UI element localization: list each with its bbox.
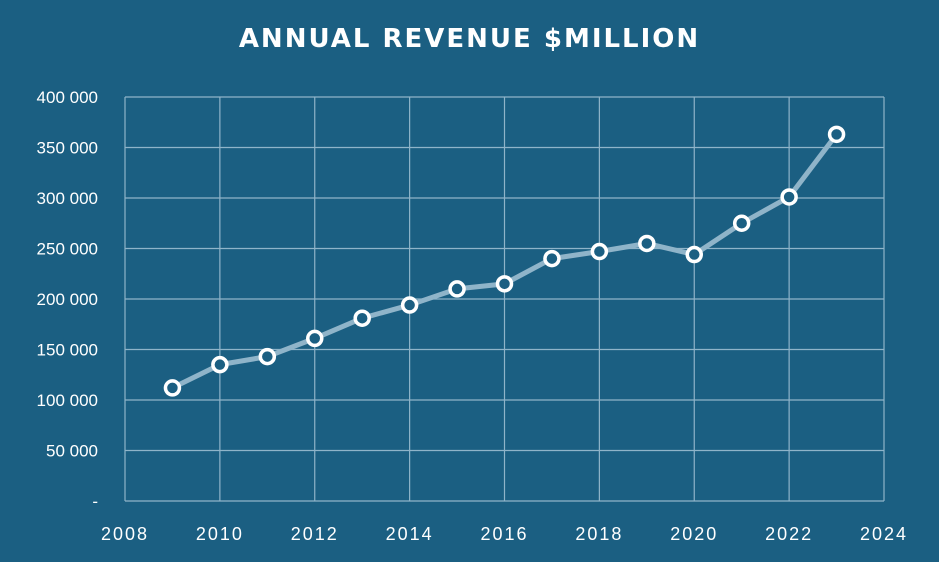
y-tick-label: 200 000 (37, 290, 98, 309)
x-tick-label: 2008 (101, 524, 149, 544)
data-point (448, 280, 466, 298)
data-point (732, 214, 751, 232)
y-tick-label: 100 000 (37, 391, 98, 410)
data-point (827, 125, 846, 144)
y-tick-label: - (92, 492, 98, 511)
y-tick-label: 50 000 (46, 442, 98, 461)
data-point (353, 309, 371, 327)
x-axis-tick-labels: 2008 2010 2012 2014 2016 2018 2020 2022 2024 (101, 524, 908, 544)
data-point (590, 242, 609, 261)
data-point (306, 329, 324, 348)
x-tick-label: 2018 (575, 524, 623, 544)
data-points (163, 125, 846, 397)
data-point (638, 234, 656, 253)
x-tick-label: 2022 (765, 524, 813, 544)
x-tick-label: 2012 (291, 524, 339, 544)
y-tick-label: 350 000 (37, 139, 98, 158)
data-point (780, 188, 798, 206)
y-tick-label: 400 000 (37, 88, 98, 107)
data-point (163, 379, 182, 397)
data-point (495, 275, 514, 293)
y-tick-label: 150 000 (37, 341, 98, 360)
data-point (211, 355, 229, 374)
x-tick-label: 2016 (480, 524, 528, 544)
x-tick-label: 2010 (196, 524, 244, 544)
grid-lines (124, 96, 885, 502)
y-tick-label: 250 000 (37, 240, 98, 259)
data-point (400, 296, 419, 314)
y-axis-tick-labels: - 50 000 100 000 150 000 200 000 250 000 300 0… (37, 88, 98, 511)
data-point (543, 249, 561, 268)
data-point (685, 245, 703, 264)
x-tick-label: 2024 (860, 524, 908, 544)
x-tick-label: 2014 (386, 524, 434, 544)
x-tick-label: 2020 (670, 524, 718, 544)
data-point (258, 347, 277, 366)
y-tick-label: 300 000 (37, 189, 98, 208)
chart-title: ANNUAL REVENUE $MILLION (238, 24, 701, 54)
